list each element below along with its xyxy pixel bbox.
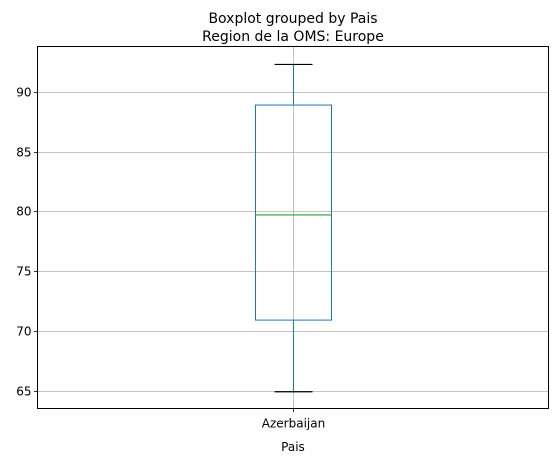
iqr-box <box>255 104 332 321</box>
chart-suptitle: Boxplot grouped by Pais <box>208 11 377 27</box>
y-tick-label: 85 <box>16 146 31 160</box>
plot-frame <box>37 46 549 409</box>
y-tick-label: 65 <box>16 385 31 399</box>
axis-ticks: 65 70 75 80 85 90 Azerbaijan <box>16 86 325 431</box>
y-tick-label: 70 <box>16 325 31 339</box>
y-tick-label: 75 <box>16 265 31 279</box>
x-axis-label: Pais <box>281 440 305 454</box>
x-tick-label: Azerbaijan <box>262 417 325 431</box>
y-tick-label: 90 <box>16 86 31 100</box>
y-tick-label: 80 <box>16 205 31 219</box>
box-elements <box>255 63 332 393</box>
chart-title: Region de la OMS: Europe <box>202 29 384 45</box>
